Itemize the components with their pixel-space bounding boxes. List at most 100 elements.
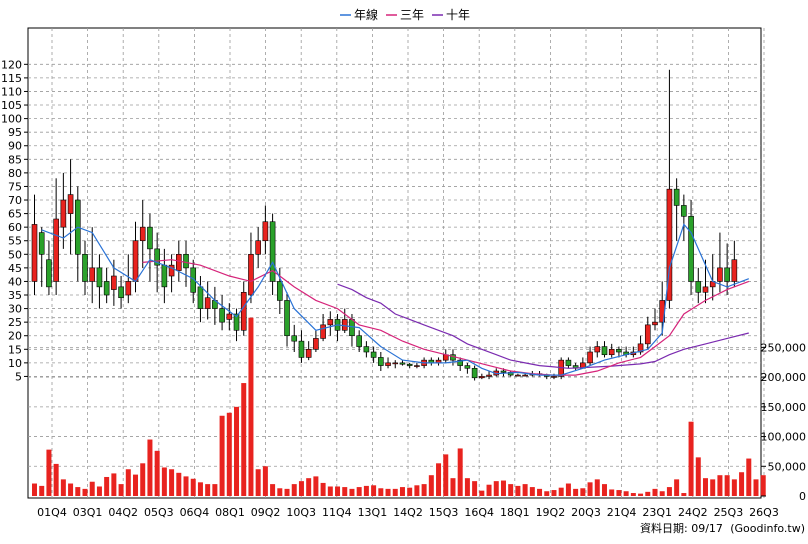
candle-body [183, 254, 189, 269]
candle-body [688, 216, 694, 282]
price-tick-label: 75 [8, 180, 22, 193]
volume-tick-label: 50,000 [768, 460, 807, 473]
chart-legend: 年線 三年 十年 [340, 7, 470, 22]
candle-body [666, 188, 673, 301]
volume-bar [140, 463, 146, 496]
candle-body [644, 324, 651, 345]
volume-bar [205, 484, 211, 496]
candle-body [378, 357, 384, 366]
candle-body [652, 321, 658, 326]
volume-bar [508, 484, 514, 496]
volume-bar [688, 421, 694, 496]
volume-axis: 0 50,000 100,000 150,000 200,000 250,000 [761, 341, 807, 503]
volume-bar [443, 454, 449, 496]
volume-bar [529, 487, 535, 496]
year-line [41, 223, 750, 376]
volume-bar [428, 475, 434, 496]
candle-body [471, 367, 478, 379]
volume-bar [212, 484, 218, 496]
volume-bar [32, 483, 37, 496]
x-tick-label: 24Q2 [678, 506, 708, 519]
candle-body [46, 259, 52, 288]
volume-bar [183, 476, 189, 496]
candle-body [673, 188, 680, 206]
candle-body [82, 254, 88, 282]
candle-body [637, 343, 644, 353]
candle-body [38, 232, 45, 255]
volume-bar [565, 483, 571, 496]
candle-body [60, 199, 67, 228]
volume-bar [306, 478, 312, 496]
volume-tick-label: 150,000 [761, 401, 807, 414]
volume-tick-label: 200,000 [761, 371, 807, 384]
volume-bar [270, 484, 276, 496]
volume-bar [125, 469, 131, 496]
price-axis: 5101520253035404550556065707580859095100… [1, 58, 28, 383]
x-tick-label: 10Q3 [286, 506, 316, 519]
candle-body [262, 221, 269, 242]
volume-bar [457, 448, 463, 496]
volume-bar [739, 472, 745, 496]
candle-body [551, 376, 557, 378]
candle-body [457, 359, 463, 366]
volume-bar [255, 469, 261, 496]
volume-bar [104, 476, 110, 496]
volume-bar [118, 484, 124, 496]
volume-bar [320, 482, 326, 496]
candle-body [67, 194, 74, 214]
x-tick-label: 09Q2 [251, 506, 281, 519]
candle-body [464, 365, 471, 369]
volume-bar [407, 487, 413, 496]
candle-body [291, 335, 298, 342]
candle-body [486, 374, 492, 377]
volume-bar [472, 481, 478, 496]
price-tick-label: 110 [1, 85, 22, 98]
candle-body [363, 346, 370, 353]
candle-body [298, 340, 305, 358]
candle-body [399, 362, 406, 365]
volume-bar [234, 406, 240, 496]
volume-bar [515, 485, 521, 496]
candle-body [89, 267, 96, 282]
candle-body [695, 281, 702, 293]
candle-body [313, 338, 319, 350]
candle-body [392, 362, 399, 365]
volume-bar [313, 476, 319, 496]
candle-body [601, 346, 608, 356]
candle-body [125, 281, 132, 296]
volume-bar [39, 485, 45, 496]
price-tick-label: 10 [8, 357, 22, 370]
volume-bar [197, 482, 203, 496]
candle-body [31, 224, 38, 282]
volume-bar [695, 457, 701, 496]
candle-body [132, 240, 139, 282]
price-tick-label: 5 [15, 370, 22, 383]
candle-body [522, 374, 528, 377]
volume-bar [652, 488, 658, 496]
volume-bar [89, 481, 95, 496]
price-tick-label: 35 [8, 289, 22, 302]
price-tick-label: 60 [8, 221, 22, 234]
volume-bar [96, 486, 102, 496]
candle-body [96, 267, 103, 288]
volume-bar [82, 488, 88, 496]
candle-body [161, 264, 168, 288]
x-tick-label: 04Q2 [108, 506, 138, 519]
candle-body [226, 313, 233, 320]
candle-body [197, 286, 204, 309]
candle-body [681, 205, 687, 217]
grid-lines [28, 28, 765, 498]
candle-body [240, 291, 247, 331]
x-tick-label: 19Q2 [536, 506, 566, 519]
price-tick-label: 120 [1, 58, 22, 71]
volume-bar [262, 466, 268, 496]
volume-bar [587, 482, 593, 496]
candle-body [154, 248, 160, 266]
volume-bar [176, 472, 182, 496]
x-tick-label: 03Q1 [73, 506, 103, 519]
price-tick-label: 65 [8, 208, 22, 221]
volume-bar [414, 485, 420, 496]
x-tick-label: 16Q4 [464, 506, 494, 519]
candle-body [341, 319, 348, 331]
